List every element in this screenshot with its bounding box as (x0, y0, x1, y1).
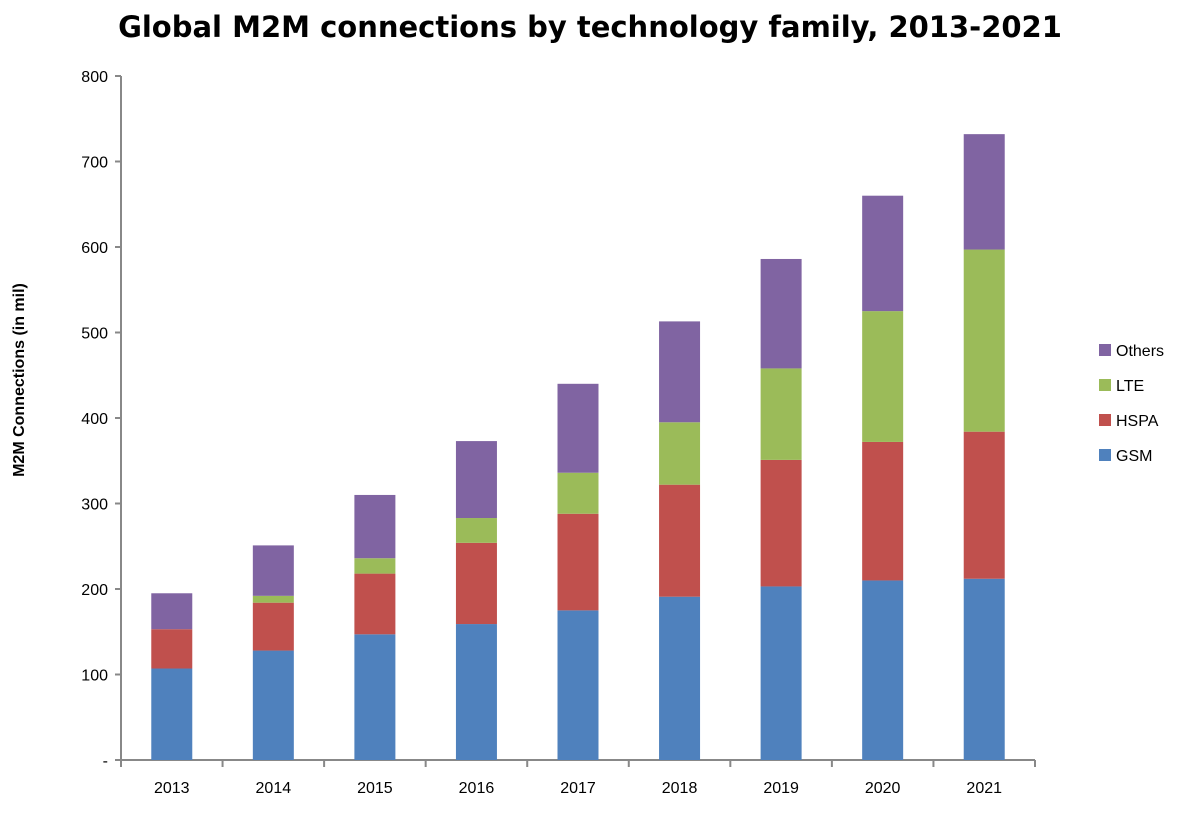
bar-hspa-2014 (252, 602, 294, 651)
bar-hspa-2015 (354, 573, 396, 635)
bar-hspa-2019 (760, 459, 802, 587)
bar-others-2021 (963, 134, 1005, 250)
y-tick-label: 200 (81, 582, 108, 599)
chart-title: Global M2M connections by technology fam… (118, 10, 1062, 44)
x-tick-label: 2013 (154, 780, 190, 797)
legend-swatch-hspa (1099, 414, 1111, 426)
x-tick-label: 2015 (357, 780, 393, 797)
bar-hspa-2013 (151, 629, 193, 669)
bar-lte-2014 (252, 595, 294, 603)
legend-label-lte: LTE (1116, 378, 1144, 395)
bar-others-2015 (354, 494, 396, 559)
y-tick-label: 400 (81, 411, 108, 428)
bar-lte-2020 (862, 311, 904, 442)
y-tick-label: 700 (81, 155, 108, 172)
bar-gsm-2017 (557, 610, 599, 760)
x-tick-label: 2020 (865, 780, 901, 797)
bar-others-2014 (252, 545, 294, 596)
bar-gsm-2015 (354, 634, 396, 760)
bar-others-2018 (659, 321, 701, 423)
bar-others-2019 (760, 258, 802, 369)
bar-lte-2017 (557, 472, 599, 514)
legend-label-gsm: GSM (1116, 448, 1152, 465)
bar-others-2017 (557, 383, 599, 473)
x-tick-label: 2021 (966, 780, 1002, 797)
bar-lte-2016 (455, 518, 497, 543)
bar-hspa-2017 (557, 513, 599, 611)
y-tick-label: 600 (81, 240, 108, 257)
x-tick-label: 2016 (459, 780, 495, 797)
y-tick-label: - (103, 753, 108, 770)
bar-lte-2018 (659, 422, 701, 485)
y-tick-label: 800 (81, 69, 108, 86)
bar-gsm-2020 (862, 580, 904, 760)
bar-lte-2019 (760, 368, 802, 460)
bar-gsm-2021 (963, 578, 1005, 760)
bar-hspa-2016 (455, 542, 497, 625)
x-tick-label: 2018 (662, 780, 698, 797)
bar-gsm-2013 (151, 668, 193, 760)
y-tick-label: 500 (81, 326, 108, 343)
bar-hspa-2020 (862, 441, 904, 581)
bar-lte-2015 (354, 558, 396, 574)
bar-gsm-2018 (659, 596, 701, 760)
legend-label-hspa: HSPA (1116, 413, 1159, 430)
bar-gsm-2014 (252, 650, 294, 760)
legend-label-others: Others (1116, 343, 1164, 360)
bar-others-2013 (151, 593, 193, 630)
bar-others-2020 (862, 195, 904, 312)
legend-swatch-gsm (1099, 449, 1111, 461)
x-tick-label: 2017 (560, 780, 596, 797)
bar-hspa-2021 (963, 431, 1005, 579)
legend-swatch-others (1099, 344, 1111, 356)
bar-hspa-2018 (659, 484, 701, 597)
bar-lte-2021 (963, 249, 1005, 432)
bar-gsm-2019 (760, 586, 802, 760)
x-tick-label: 2019 (763, 780, 799, 797)
bar-others-2016 (455, 441, 497, 519)
legend-swatch-lte (1099, 379, 1111, 391)
x-tick-label: 2014 (256, 780, 292, 797)
y-tick-label: 100 (81, 668, 108, 685)
y-axis-label: M2M Connections (in mil) (11, 283, 28, 477)
bar-gsm-2016 (455, 624, 497, 760)
y-tick-label: 300 (81, 497, 108, 514)
